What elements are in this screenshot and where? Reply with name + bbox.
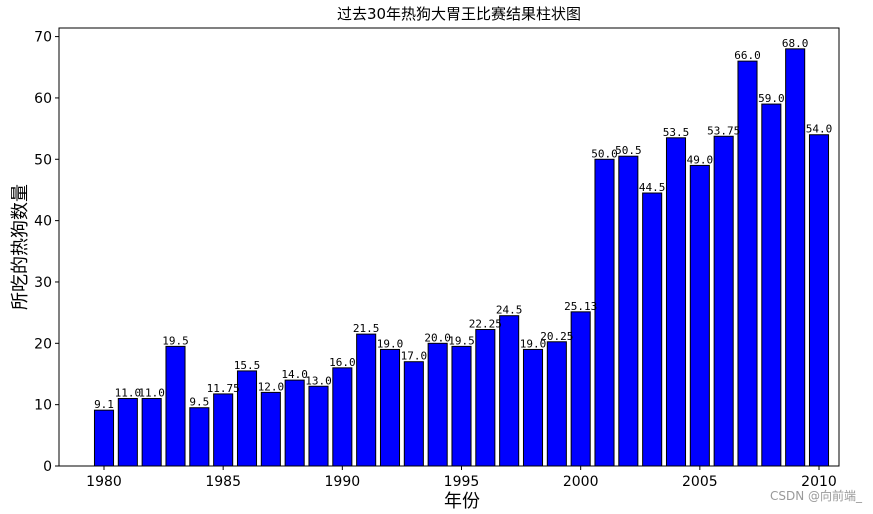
y-tick-label-60: 60 [34, 91, 52, 107]
y-tick-label-40: 40 [34, 214, 52, 230]
x-tick-label-1995: 1995 [444, 474, 480, 490]
bar-1997 [499, 315, 520, 467]
data-label-2008: 59.0 [758, 92, 785, 105]
y-tick-label-50: 50 [34, 152, 52, 168]
data-label-1992: 19.0 [377, 337, 404, 350]
data-label-1990: 16.0 [329, 356, 356, 369]
bar-1980 [93, 409, 115, 467]
bar-1992 [379, 348, 401, 467]
bar-1999 [546, 341, 567, 467]
bar-1984 [189, 407, 210, 467]
bar-1988 [284, 379, 305, 467]
data-label-1982: 11.0 [138, 387, 165, 400]
data-label-1999: 20.25 [540, 330, 573, 343]
watermark: CSDN @向前端_ [770, 488, 863, 503]
data-label-1986: 15.5 [234, 359, 261, 372]
data-label-1988: 14.0 [281, 368, 308, 381]
x-tick-label-2000: 2000 [563, 474, 599, 490]
data-label-2002: 50.5 [615, 144, 642, 157]
x-axis: 1980 1985 1990 1995 2000 2005 2010 [86, 466, 837, 490]
bar-1995 [451, 345, 472, 467]
data-label-2005: 49.0 [687, 153, 714, 166]
data-label-2006: 53.75 [707, 124, 740, 137]
x-tick-label-1980: 1980 [86, 474, 122, 490]
y-tick-label-0: 0 [43, 459, 52, 475]
bar-1991 [356, 333, 377, 467]
data-label-1995: 19.5 [448, 334, 475, 347]
data-label-1993: 17.0 [401, 350, 428, 363]
data-label-1983: 19.5 [162, 334, 189, 347]
data-label-1991: 21.5 [353, 322, 380, 335]
bar-2000 [570, 311, 591, 467]
bar-2003 [642, 192, 663, 467]
bar-2006 [713, 135, 734, 467]
y-tick-label-10: 10 [34, 398, 52, 414]
bar-2009 [785, 48, 806, 467]
bar-2010 [808, 134, 830, 467]
bar-2007 [737, 60, 758, 467]
x-tick-label-1990: 1990 [325, 474, 361, 490]
data-label-1984: 9.5 [189, 396, 209, 409]
y-tick-label-20: 20 [34, 336, 52, 352]
data-labels-group: 9.111.011.019.59.511.7515.512.014.013.01… [94, 37, 832, 411]
bar-1993 [403, 361, 424, 467]
data-label-2003: 44.5 [639, 181, 666, 194]
y-axis: 0 10 20 30 40 50 60 70 [34, 30, 59, 475]
chart-title: 过去30年热狗大胃王比赛结果柱状图 [337, 5, 581, 23]
data-label-1985: 11.75 [207, 382, 240, 395]
y-tick-label-70: 70 [34, 30, 52, 46]
x-axis-label: 年份 [444, 491, 480, 512]
data-label-2009: 68.0 [782, 37, 809, 50]
x-tick-label-1985: 1985 [205, 474, 241, 490]
data-label-1994: 20.0 [424, 331, 451, 344]
data-label-1997: 24.5 [496, 304, 523, 317]
bar-1996 [475, 329, 496, 467]
bar-1994 [427, 342, 448, 467]
bar-1983 [165, 345, 186, 467]
bar-1981 [117, 398, 138, 467]
bar-2008 [761, 103, 782, 467]
data-label-2007: 66.0 [734, 49, 761, 62]
bar-1987 [260, 391, 281, 467]
data-label-1989: 13.0 [305, 374, 332, 387]
x-tick-label-2005: 2005 [682, 474, 718, 490]
bar-2004 [665, 137, 687, 467]
y-axis-label: 所吃的热狗数量 [10, 184, 31, 310]
data-label-2010: 54.0 [806, 123, 833, 136]
data-label-1996: 22.25 [469, 318, 502, 331]
bar-1982 [141, 398, 162, 467]
bar-1989 [308, 385, 329, 467]
data-label-2004: 53.5 [663, 126, 690, 139]
data-label-2000: 25.13 [564, 300, 597, 313]
data-label-1981: 11.0 [115, 387, 142, 400]
y-tick-label-30: 30 [34, 275, 52, 291]
bar-2002 [618, 155, 639, 467]
data-label-1998: 19.0 [520, 337, 547, 350]
x-tick-label-2010: 2010 [801, 474, 837, 490]
bars-group [93, 48, 830, 467]
bar-2001 [594, 158, 615, 467]
bar-1985 [213, 393, 234, 467]
bar-1998 [522, 348, 544, 467]
data-label-1987: 12.0 [258, 380, 285, 393]
plot-frame [58, 27, 840, 467]
bar-1990 [332, 367, 353, 467]
data-label-2001: 50.0 [591, 147, 618, 160]
bar-1986 [236, 370, 258, 467]
data-label-1980: 9.1 [94, 398, 114, 411]
bar-2005 [689, 164, 710, 467]
